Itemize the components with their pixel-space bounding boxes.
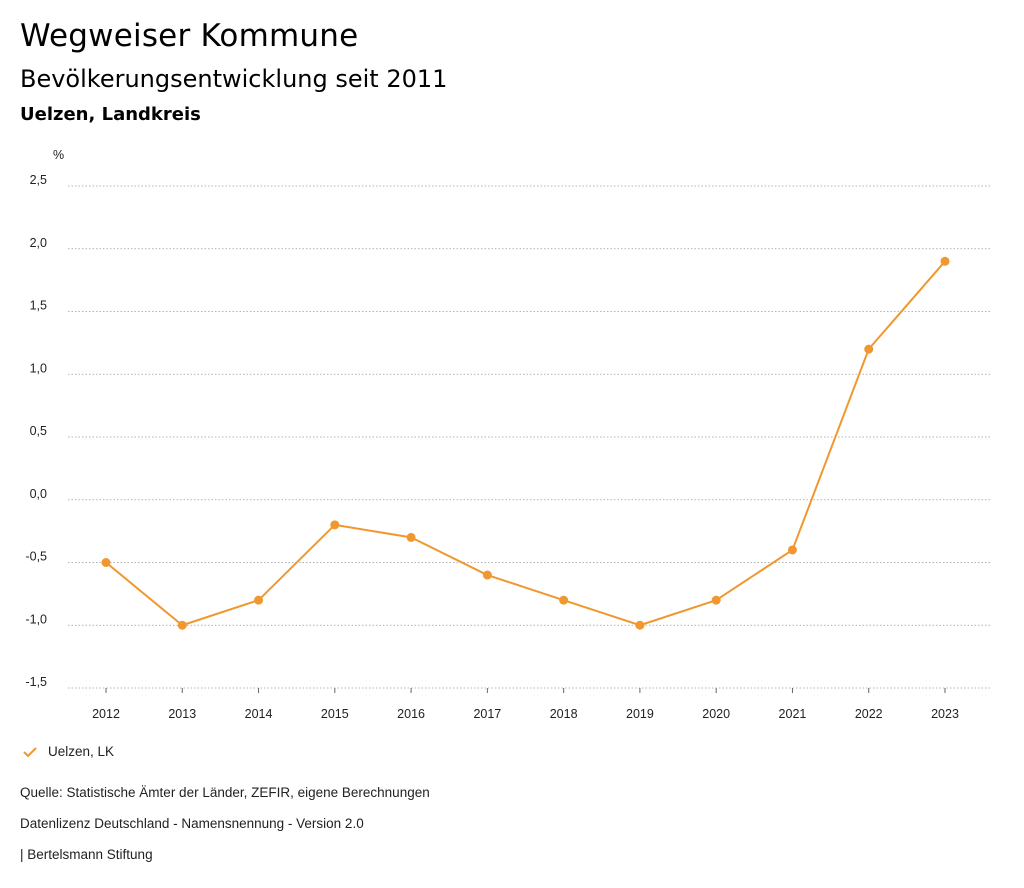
chart-title: Wegweiser Kommune [20, 18, 359, 54]
y-tick-label: -1,0 [25, 612, 47, 626]
y-tick-label: -0,5 [25, 550, 47, 564]
region-label: Uelzen, Landkreis [20, 104, 201, 125]
x-tick-label: 2020 [702, 707, 730, 721]
data-point[interactable] [101, 558, 111, 567]
data-point[interactable] [482, 570, 492, 580]
x-tick-label: 2014 [245, 707, 273, 721]
publisher-note: | Bertelsmann Stiftung [20, 847, 153, 862]
y-tick-label: 2,5 [30, 173, 47, 187]
y-tick-label: -1,5 [25, 675, 47, 689]
y-tick-label: 1,5 [30, 299, 47, 313]
x-tick-label: 2013 [168, 707, 196, 721]
x-tick-label: 2018 [550, 707, 578, 721]
source-note: Quelle: Statistische Ämter der Länder, Z… [20, 785, 430, 800]
y-tick-label: 2,0 [30, 236, 47, 250]
data-point[interactable] [330, 520, 340, 530]
grid-lines [68, 185, 990, 689]
x-tick-label: 2012 [92, 707, 120, 721]
data-point[interactable] [406, 532, 416, 542]
data-point[interactable] [635, 620, 645, 630]
legend-item-uelzen[interactable]: Uelzen, LK [22, 744, 114, 759]
data-point[interactable] [787, 545, 797, 555]
y-tick-label: 0,5 [30, 424, 47, 438]
checkmark-icon [23, 746, 37, 757]
legend-label: Uelzen, LK [48, 744, 115, 759]
series-layer [101, 256, 950, 630]
data-point[interactable] [940, 256, 950, 266]
license-note: Datenlizenz Deutschland - Namensnennung … [20, 816, 364, 831]
data-point[interactable] [559, 595, 569, 605]
y-axis-ticks: 2,5 2,0 1,5 1,0 0,5 0,0 -0,5 -1,0 -1,5 [25, 173, 47, 689]
y-tick-label: 0,0 [30, 487, 47, 501]
x-tick-label: 2016 [397, 707, 425, 721]
x-tick-label: 2015 [321, 707, 349, 721]
y-tick-label: 1,0 [30, 361, 47, 375]
data-point[interactable] [254, 595, 264, 605]
data-point[interactable] [177, 620, 187, 630]
x-axis-ticks: 2012 2013 2014 2015 2016 2017 2018 2019 2020 2021… [92, 688, 959, 721]
data-point[interactable] [864, 344, 874, 354]
series-line [105, 260, 946, 627]
x-tick-label: 2017 [473, 707, 501, 721]
line-chart: % 2,52,01,51,00,50,0-0,5-1,0-1,5 2012 201… [25, 148, 990, 721]
data-point[interactable] [711, 595, 721, 605]
x-tick-label: 2022 [855, 707, 883, 721]
x-tick-label: 2021 [779, 707, 807, 721]
chart-subtitle: Bevölkerungsentwicklung seit 2011 [20, 65, 448, 93]
y-unit-label: % [53, 148, 64, 162]
x-tick-label: 2023 [931, 707, 959, 721]
x-tick-label: 2019 [626, 707, 654, 721]
